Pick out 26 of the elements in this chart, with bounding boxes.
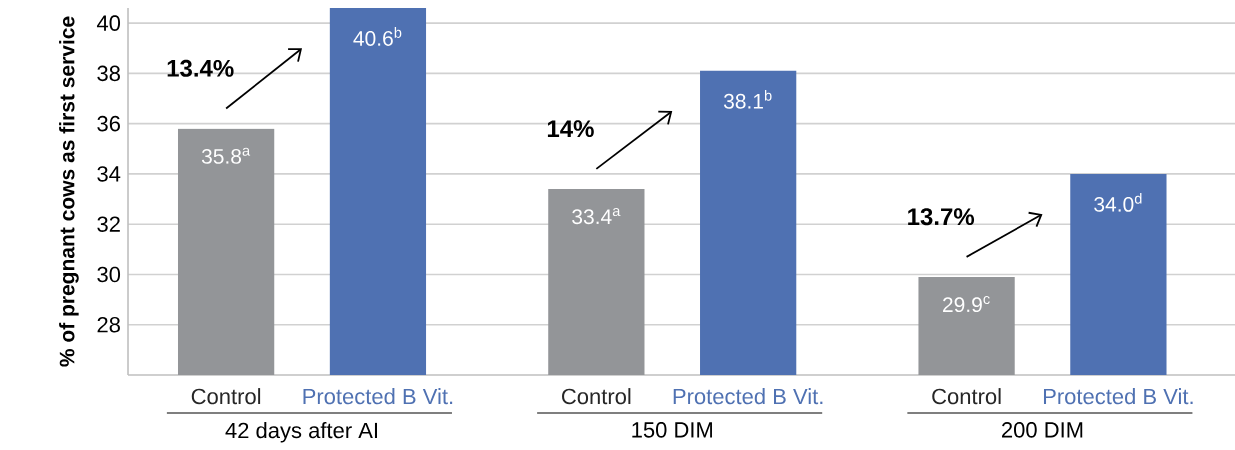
data-label: 40.6$^{b}$ (353, 27, 402, 46)
data-label: 33.4$^{a}$ (572, 208, 621, 225)
data-label: 35.8$^{a}$ (201, 147, 251, 164)
x-tick-label: 200 DIM (1002, 422, 1083, 438)
text: Control (932, 388, 1001, 405)
y-tick-label: 30 (97, 266, 121, 283)
data-label: 34.0$^{d}$ (1094, 192, 1142, 212)
text: Protected B Vit. (1043, 388, 1193, 405)
annotation: 14% (547, 120, 594, 138)
text: Protected B Vit. (673, 388, 823, 405)
data-label: 29.9$^{c}$ (943, 296, 990, 313)
y-tick-label: 40 (96, 15, 121, 31)
x-tick-label: 150 DIM (632, 422, 712, 438)
x-tick-label: 42 days after AI (225, 422, 377, 443)
annotation: 13.4% (167, 59, 234, 77)
text: Control (562, 388, 631, 405)
series-label: Control (191, 388, 261, 405)
y-tick-label: 34 (97, 166, 121, 182)
y-tick-label: 38 (97, 65, 120, 82)
y-tick-label: 28 (97, 316, 120, 333)
annotation: 13.7% (908, 208, 975, 226)
series-label: Protected B Vit. (303, 388, 453, 405)
y-tick-label: 32 (97, 216, 120, 232)
y-tick-label: 36 (97, 115, 120, 132)
y-axis-title: % of pregnant cows as first service (59, 16, 79, 367)
data-label: 38.1$^{b}$ (723, 89, 772, 109)
